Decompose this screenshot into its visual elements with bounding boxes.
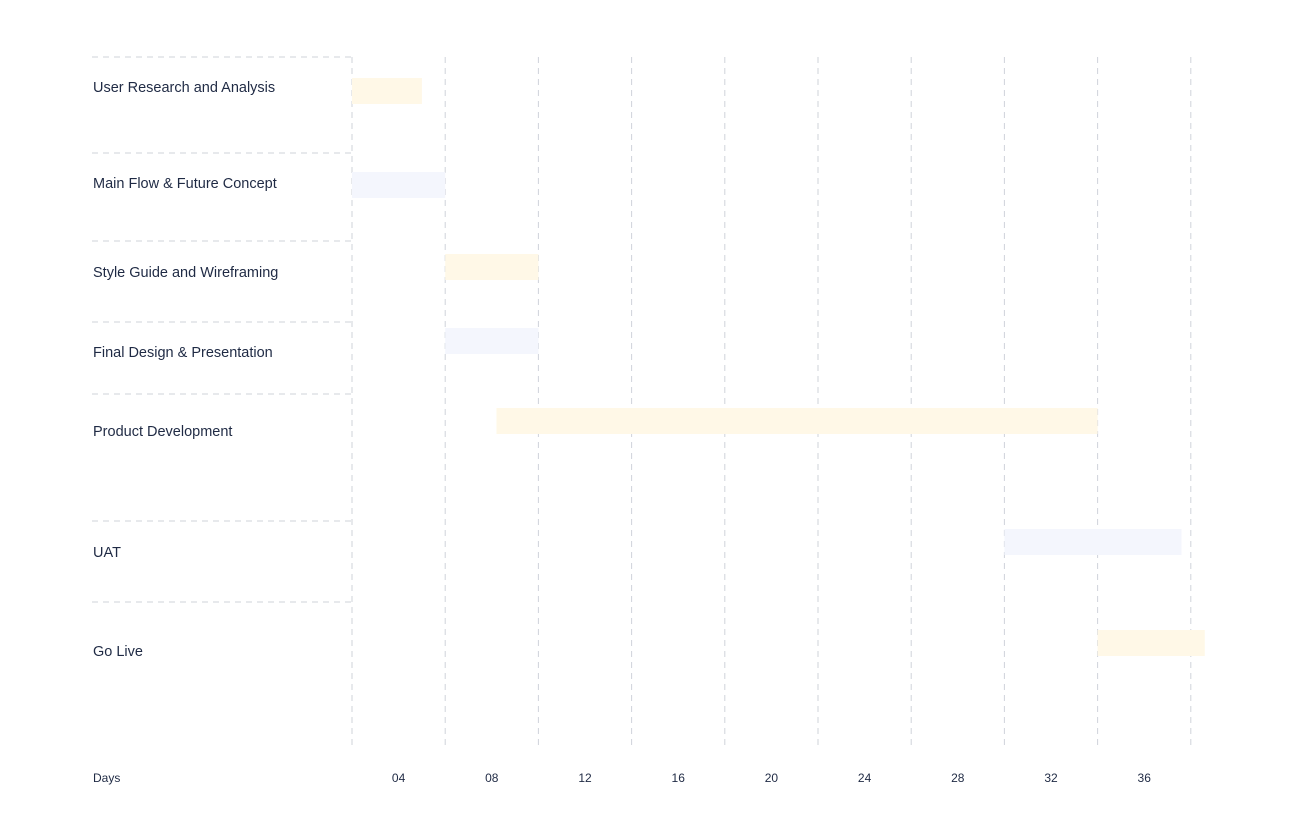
row-separators (92, 56, 352, 603)
task-label: User Research and Analysis (93, 80, 275, 96)
x-tick-label: 08 (485, 771, 499, 785)
task-bar (496, 408, 1098, 434)
task-bar (1004, 529, 1182, 555)
x-tick-label: 20 (765, 771, 779, 785)
gridlines (351, 57, 1192, 745)
task-bars (352, 78, 1205, 656)
task-bar (1097, 630, 1205, 656)
task-label: Style Guide and Wireframing (93, 265, 278, 281)
task-bar (352, 172, 446, 198)
task-label: Product Development (93, 424, 232, 440)
x-tick-label: 28 (951, 771, 965, 785)
task-labels: User Research and Analysis Main Flow & Fu… (93, 80, 278, 660)
task-label: Go Live (93, 644, 143, 660)
task-bar (445, 328, 539, 354)
task-label: Main Flow & Future Concept (93, 176, 277, 192)
x-axis-label: Days (93, 771, 120, 785)
task-bar (352, 78, 422, 104)
x-tick-label: 36 (1138, 771, 1152, 785)
x-tick-label: 04 (392, 771, 406, 785)
task-label: Final Design & Presentation (93, 345, 273, 361)
x-tick-label: 16 (672, 771, 686, 785)
x-tick-label: 12 (578, 771, 592, 785)
x-tick-label: 32 (1044, 771, 1058, 785)
task-label: UAT (93, 545, 121, 561)
task-bar (445, 254, 539, 280)
x-tick-labels: 04 08 12 16 20 24 28 32 36 (392, 771, 1151, 785)
x-tick-label: 24 (858, 771, 872, 785)
